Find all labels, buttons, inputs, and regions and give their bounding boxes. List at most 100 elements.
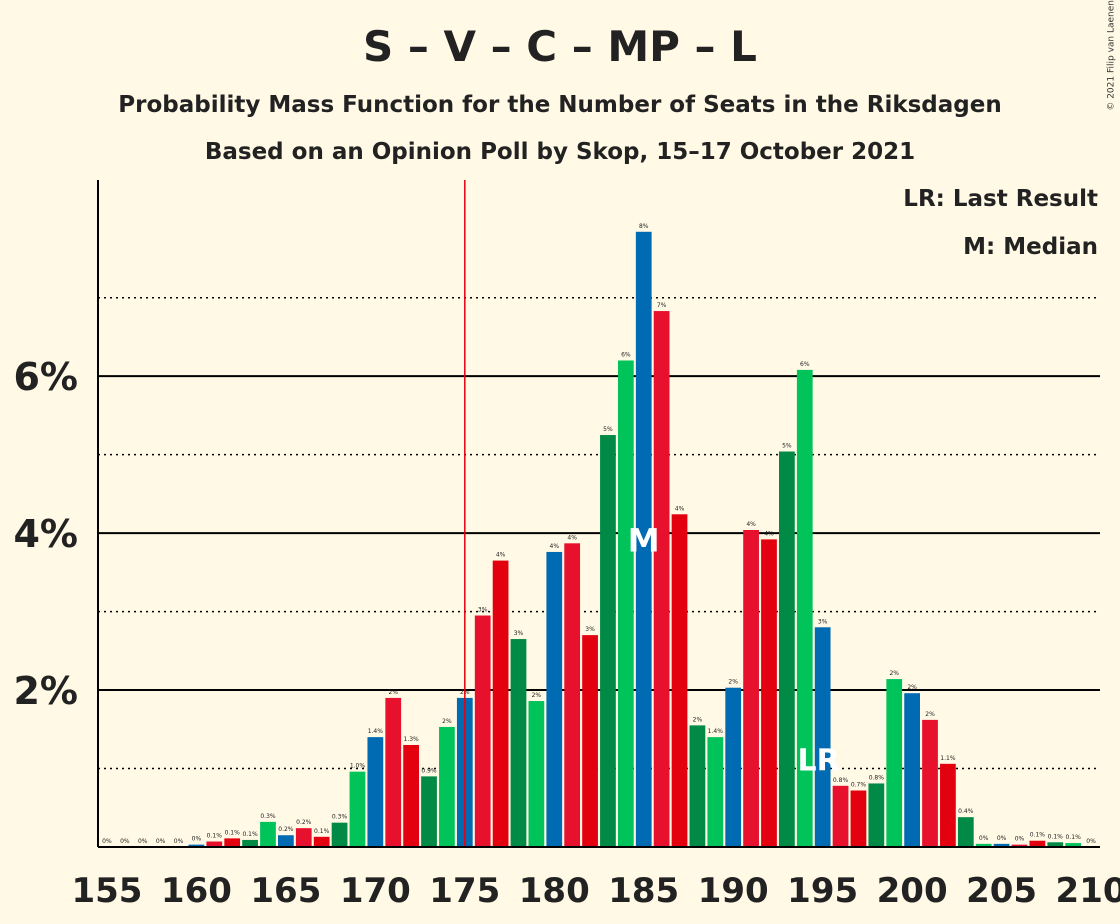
bar [975,843,992,847]
bar-data-label: 0.1% [1048,833,1064,840]
bar [492,560,509,847]
bar-data-label: 2% [889,670,899,677]
x-tick-label: 185 [608,871,679,911]
bar-data-label: 0.4% [958,808,974,815]
bar [868,783,885,847]
bar [206,841,223,847]
bar-data-label: 0.8% [869,774,885,781]
bar [779,451,795,847]
bar-data-label: 3% [818,618,828,625]
chart-subtitle-2: Based on an Opinion Poll by Skop, 15–17 … [204,139,916,165]
bar-data-label: 0.1% [1066,834,1082,841]
bar [1029,840,1046,847]
bar-data-label: 4% [746,521,756,528]
x-tick-label: 175 [429,871,500,911]
bar-data-label: 0.1% [225,829,241,836]
bar [761,539,777,847]
bar [1047,842,1064,847]
bar-data-label: 0.1% [314,828,330,835]
bar [295,828,312,847]
bar [582,635,598,847]
bar-data-label: 0.7% [851,782,867,789]
bar-data-label: 0% [138,838,148,845]
bar-data-label: 3% [514,630,524,637]
bar [421,776,437,847]
y-tick-label: 2% [13,669,78,713]
x-tick-label: 160 [161,871,232,911]
bar-data-label: 3% [478,607,488,614]
bar-data-label: 7% [657,302,667,309]
bar [331,822,348,847]
bar-data-label: 2% [728,679,738,686]
bar-data-label: 1.4% [368,728,384,735]
bar [635,231,652,847]
bar-data-label: 2% [925,711,935,718]
bar-data-label: 4% [675,505,685,512]
bar-data-label: 0% [102,838,112,845]
bar-data-label: 4% [764,530,774,537]
bar [940,763,956,847]
bar-data-label: 5% [603,426,613,433]
bar-data-label: 0% [120,838,130,845]
bar [474,615,491,847]
bar [886,679,903,847]
bar-data-label: 4% [550,543,560,550]
bar-data-label: 0% [156,838,166,845]
bar [367,737,384,847]
bar [188,844,205,847]
bar-data-label: 2% [388,689,398,696]
bar-data-label: 6% [800,361,810,368]
bar-data-label: 1.1% [940,755,956,762]
bar-data-label: 0% [1015,836,1025,843]
x-tick-label: 195 [787,871,858,911]
bar-data-label: 2% [442,718,452,725]
bar [385,697,402,847]
bar [600,435,616,847]
bar [653,311,670,847]
y-tick-label: 6% [13,355,78,399]
x-tick-label: 170 [340,871,411,911]
bar [224,838,241,847]
x-tick-label: 210 [1056,871,1120,911]
bar [922,719,938,847]
bar-data-label: 0% [1086,838,1096,845]
bar [528,701,545,847]
x-tick-label: 180 [519,871,590,911]
bar-data-label: 3% [585,626,595,633]
bar [957,817,974,847]
bar [725,687,742,847]
bar-data-label: 0.9% [421,767,437,774]
bar-data-label: 0.2% [296,819,312,826]
bar-data-label: 1.0% [350,763,366,770]
bar [403,744,419,847]
bar-data-label: 6% [621,351,631,358]
bar [278,835,294,847]
bar-data-label: 0.1% [207,833,223,840]
bar-data-label: 2% [693,716,703,723]
bar [904,693,920,847]
bar-data-label: 0.8% [833,777,849,784]
bar [689,725,706,847]
bar [796,369,813,847]
bar-data-label: 1.3% [404,736,420,743]
bar [1065,843,1082,847]
bar-data-label: 0.3% [332,814,348,821]
chart-title: S – V – C – MP – L [363,22,757,71]
median-marker: M [628,521,660,559]
x-tick-label: 200 [877,871,948,911]
bar [832,785,849,847]
bar [546,551,563,847]
bar [242,839,258,847]
x-tick-label: 190 [698,871,769,911]
last-result-marker: LR [798,744,840,779]
bar-data-label: 0.1% [242,831,258,838]
bar [439,726,455,847]
x-tick-label: 155 [71,871,142,911]
bar-data-label: 5% [782,443,792,450]
bar-data-label: 4% [567,534,577,541]
bar-data-label: 0.1% [1030,832,1046,839]
bar [510,639,527,847]
bar-data-label: 2% [907,684,917,691]
chart-subtitle: Probability Mass Function for the Number… [118,92,1002,118]
